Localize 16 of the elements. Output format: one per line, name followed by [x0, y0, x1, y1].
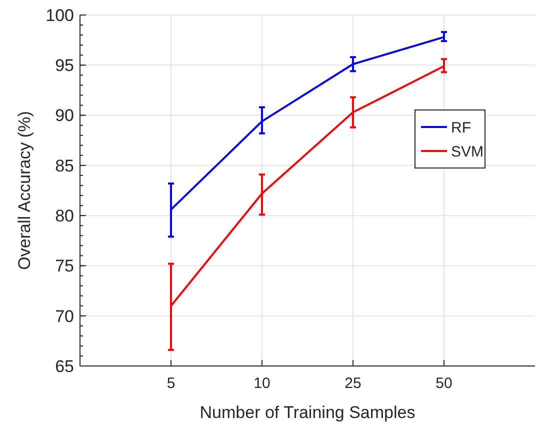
y-tick-label: 65	[55, 356, 74, 376]
x-axis-title: Number of Training Samples	[200, 403, 416, 422]
y-tick-label: 70	[55, 306, 74, 326]
y-tick-label: 95	[55, 56, 74, 76]
legend-label: RF	[451, 119, 471, 136]
x-tick-label: 5	[166, 375, 176, 392]
y-tick-label: 90	[55, 106, 74, 126]
legend-label: SVM	[451, 143, 484, 160]
x-tick-label: 25	[344, 375, 362, 392]
y-axis-title: Overall Accuracy (%)	[15, 111, 34, 270]
x-tick-label: 10	[254, 375, 270, 392]
y-tick-label: 100	[46, 6, 74, 25]
y-tick-label: 80	[55, 206, 74, 226]
y-tick-label: 75	[55, 256, 74, 276]
y-tick-label: 85	[55, 156, 74, 176]
x-tick-label: 50	[436, 375, 452, 392]
